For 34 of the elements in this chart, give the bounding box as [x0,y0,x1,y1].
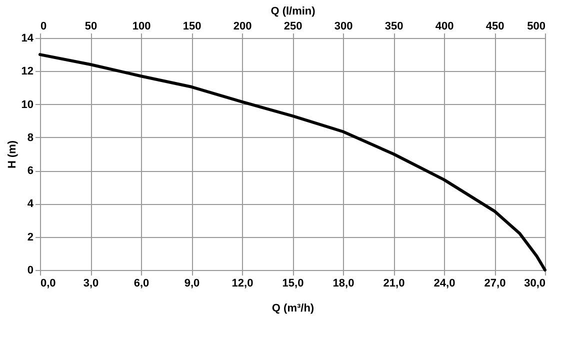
y-tick-label: 6 [27,165,34,178]
x-axis-title: Q (m³/h) [272,302,314,314]
x-tick-label: 9,0 [184,278,200,290]
x2-tick-label: 450 [486,20,504,32]
y-tick-label: 0 [27,264,34,276]
x2-tick-label: 50 [84,20,98,32]
y-tick-label: 14 [21,32,34,44]
y-axis-title: H (m) [6,140,18,169]
x2-tick-label: 500 [527,20,546,32]
x-tick-label: 0,0 [40,278,56,290]
y-tick-label: 4 [27,198,34,210]
x-tick-label: 21,0 [383,278,405,290]
x-tick-label: 12,0 [232,278,254,290]
y-tick-label: 12 [21,66,34,78]
x2-tick-label: 0 [40,20,47,32]
x-tick-label: 30,0 [524,278,546,290]
y-tick-label: 10 [21,98,34,111]
x-tick-label: 15,0 [282,278,304,290]
x2-tick-label: 150 [182,20,202,32]
x-tick-label: 6,0 [134,278,150,290]
x2-tick-label: 350 [384,20,404,32]
x2-tick-label: 100 [132,20,151,32]
y-tick-label: 2 [27,231,34,244]
line-series [38,53,546,272]
x2-tick-label: 250 [284,20,302,32]
x-tick-label: 18,0 [332,278,354,290]
y-tick-label: 8 [27,132,34,144]
x-tick-label: 24,0 [434,278,456,290]
x-tick-label: 27,0 [484,278,506,290]
x-tick-label: 3,0 [83,278,99,290]
x2-tick-label: 300 [334,20,353,32]
x2-tick-label: 400 [435,20,454,32]
x2-axis-title: Q (l/min) [270,6,316,18]
x2-tick-label: 200 [233,20,252,32]
